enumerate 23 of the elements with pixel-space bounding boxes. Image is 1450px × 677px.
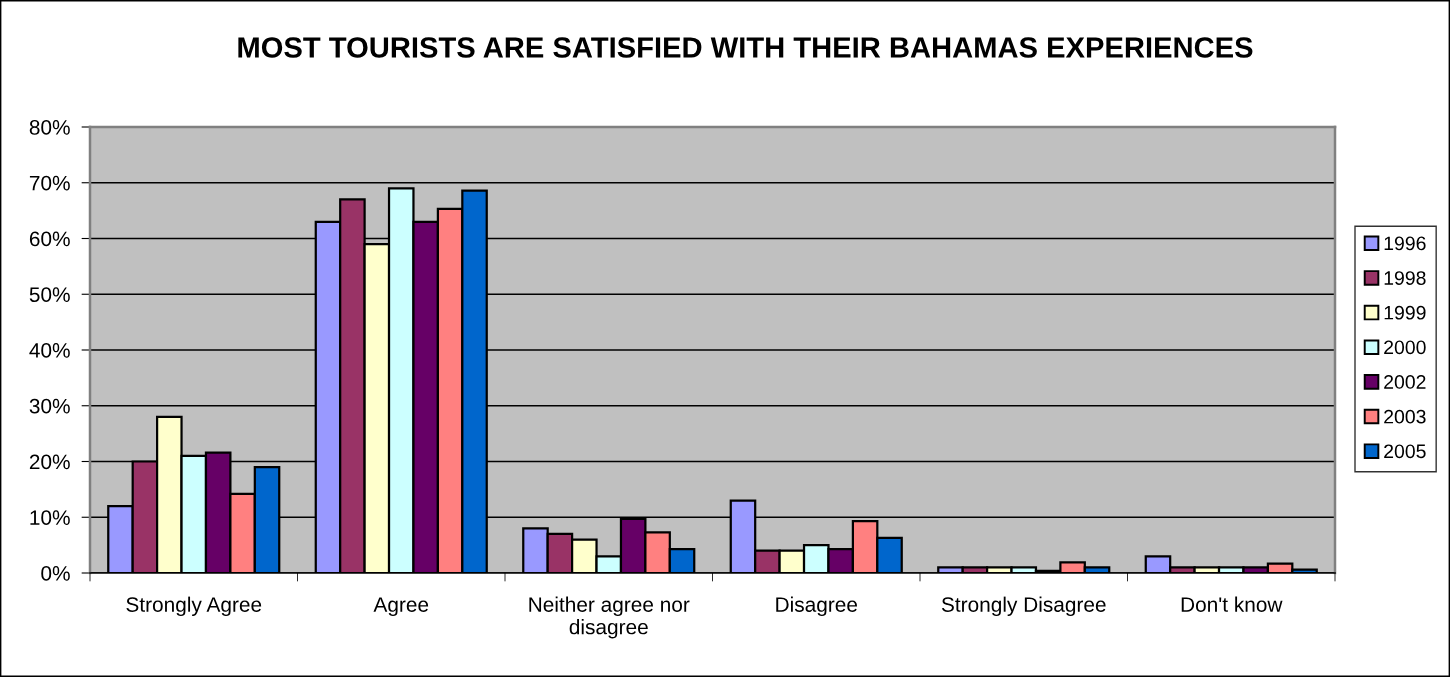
y-tick-label: 80% <box>29 120 70 135</box>
y-tick-label: 20% <box>29 454 70 470</box>
x-tick-label: Neither agree nor disagree <box>529 596 690 639</box>
legend-label: 1999 <box>1384 305 1426 320</box>
y-tick-label: 30% <box>29 398 70 414</box>
x-tick-label: Disagree <box>776 596 858 617</box>
y-tick-label: 10% <box>30 510 70 525</box>
legend-label: 2003 <box>1384 409 1426 424</box>
legend-label: 1998 <box>1384 271 1426 285</box>
x-tick-label: Don't know <box>1181 596 1283 612</box>
x-tick-label: Agree <box>373 597 429 617</box>
x-tick-label: Strongly Disagree <box>941 596 1106 617</box>
y-tick-label: 60% <box>29 231 70 247</box>
legend-label: 2002 <box>1384 375 1426 389</box>
legend-label: 1996 <box>1384 236 1426 251</box>
y-tick-label: 40% <box>29 343 70 358</box>
y-tick-label: 70% <box>29 175 70 191</box>
y-tick-label: 50% <box>29 287 70 302</box>
x-tick-label: Strongly Agree <box>126 596 262 617</box>
legend-label: 2005 <box>1384 444 1426 459</box>
y-tick-label: 0% <box>41 566 70 581</box>
chart-title: MOST TOURISTS ARE SATISFIED WITH THEIR BAHAMAS EXPERIENCES <box>238 37 1253 58</box>
legend-label: 2000 <box>1384 340 1426 355</box>
